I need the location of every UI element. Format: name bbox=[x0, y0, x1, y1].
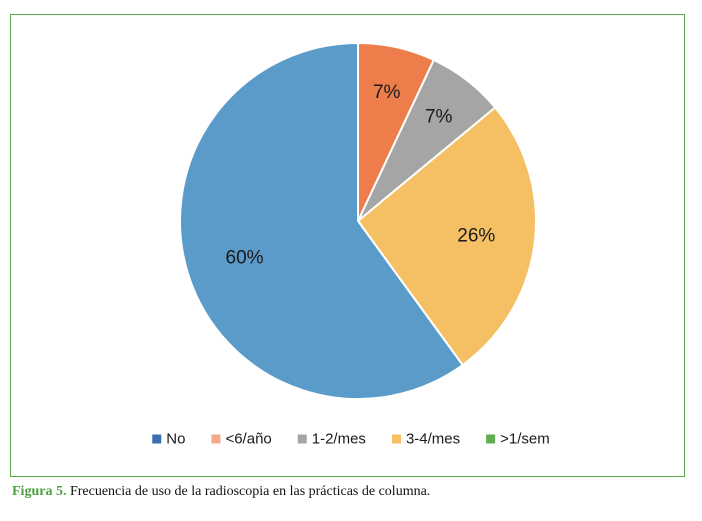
pie-slice-no bbox=[179, 42, 464, 400]
legend-swatch-1-sem bbox=[486, 434, 496, 444]
data-label-3-4-mes: 26% bbox=[457, 225, 495, 246]
data-label-no: 60% bbox=[226, 247, 264, 268]
pie-slice-3-4-mes bbox=[357, 106, 537, 367]
legend-swatch-no bbox=[152, 434, 162, 444]
legend-label-1-2-mes: 1-2/mes bbox=[312, 431, 366, 448]
legend-swatch-1-2-mes bbox=[297, 434, 307, 444]
pie-slices bbox=[179, 42, 537, 400]
figure-label: Figura 5. bbox=[12, 484, 67, 499]
data-label-1-2-mes: 7% bbox=[425, 106, 453, 127]
legend-label-3-4-mes: 3-4/mes bbox=[406, 431, 460, 448]
figure-caption-text: Frecuencia de uso de la radioscopia en l… bbox=[66, 484, 431, 499]
legend-swatch-3-4-mes bbox=[391, 434, 401, 444]
figure-caption: Figura 5. Frecuencia de uso de la radios… bbox=[12, 484, 430, 500]
pie-data-labels: 7% 7% 26% 60% bbox=[226, 82, 496, 268]
legend-label-no: No bbox=[166, 431, 185, 448]
data-label-6-a-o: 7% bbox=[373, 82, 401, 103]
legend-label-6-a-o: <6/año bbox=[225, 431, 271, 448]
legend-swatch-6-a-o bbox=[211, 434, 221, 444]
chart-legend: No <6/año 1-2/mes 3-4/mes >1/sem bbox=[152, 431, 550, 448]
legend-label-1-sem: >1/sem bbox=[500, 431, 550, 448]
